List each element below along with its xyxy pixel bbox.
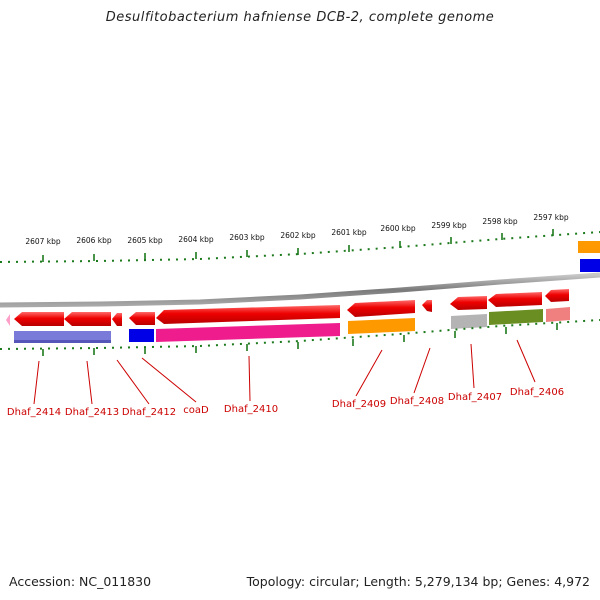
scale-label: 2602 kbp	[280, 231, 316, 240]
feature-block-olive	[489, 309, 543, 325]
cds-arrow	[112, 313, 122, 326]
feature-orange-partial	[578, 241, 600, 253]
gene-label: Dhaf_2410	[224, 404, 278, 415]
gene-label: Dhaf_2409	[332, 399, 386, 410]
label-leaders	[33, 339, 536, 405]
feature-block-lightblue-shade	[14, 340, 111, 343]
gene-label: Dhaf_2407	[448, 392, 502, 403]
genome-backbone	[0, 272, 600, 308]
scale-label: 2606 kbp	[76, 236, 112, 245]
upper-scale: 2607 kbp 2606 kbp 2605 kbp 2604 kbp 2603…	[0, 213, 600, 263]
cds-arrow	[422, 300, 432, 312]
cds-arrow	[450, 296, 487, 310]
gene-label: Dhaf_2414	[7, 407, 61, 418]
feature-block-blue	[129, 329, 154, 342]
lower-scale	[0, 319, 600, 356]
scale-label: 2601 kbp	[331, 228, 367, 237]
scale-label: 2597 kbp	[533, 213, 569, 222]
upper-scale-major-ticks	[42, 229, 554, 262]
accession-text: Accession: NC_011830	[9, 574, 152, 589]
cds-track	[6, 289, 569, 326]
cds-arrow	[545, 289, 569, 302]
feature-block-gray	[451, 314, 487, 329]
gene-label: Dhaf_2406	[510, 387, 564, 398]
cds-arrow	[129, 312, 155, 325]
feature-blue-partial	[580, 259, 600, 272]
genome-summary-text: Topology: circular; Length: 5,279,134 bp…	[246, 574, 590, 589]
cds-arrow	[14, 312, 64, 326]
cds-arrow	[6, 314, 10, 326]
scale-label: 2599 kbp	[431, 221, 467, 230]
gene-label: Dhaf_2412	[122, 407, 176, 418]
cds-arrow	[488, 292, 542, 307]
scale-label: 2598 kbp	[482, 217, 518, 226]
map-title: Desulfitobacterium hafniense DCB-2, comp…	[105, 10, 495, 25]
scale-label: 2605 kbp	[127, 236, 163, 245]
cds-arrow	[64, 312, 111, 326]
cds-arrow	[347, 300, 415, 317]
gene-label: coaD	[183, 405, 209, 416]
feature-blocks	[14, 307, 570, 343]
scale-label: 2604 kbp	[178, 235, 214, 244]
gene-label: Dhaf_2413	[65, 407, 119, 418]
lower-scale-major-ticks	[42, 323, 558, 356]
upper-right-features	[578, 241, 600, 272]
gene-label: Dhaf_2408	[390, 396, 444, 407]
scale-label: 2603 kbp	[229, 233, 265, 242]
scale-label: 2600 kbp	[380, 224, 416, 233]
feature-block-pink	[546, 307, 570, 322]
feature-block-orange	[348, 318, 415, 334]
scale-label: 2607 kbp	[25, 237, 61, 246]
cds-arrow	[156, 305, 340, 324]
feature-block-magenta	[156, 323, 340, 342]
